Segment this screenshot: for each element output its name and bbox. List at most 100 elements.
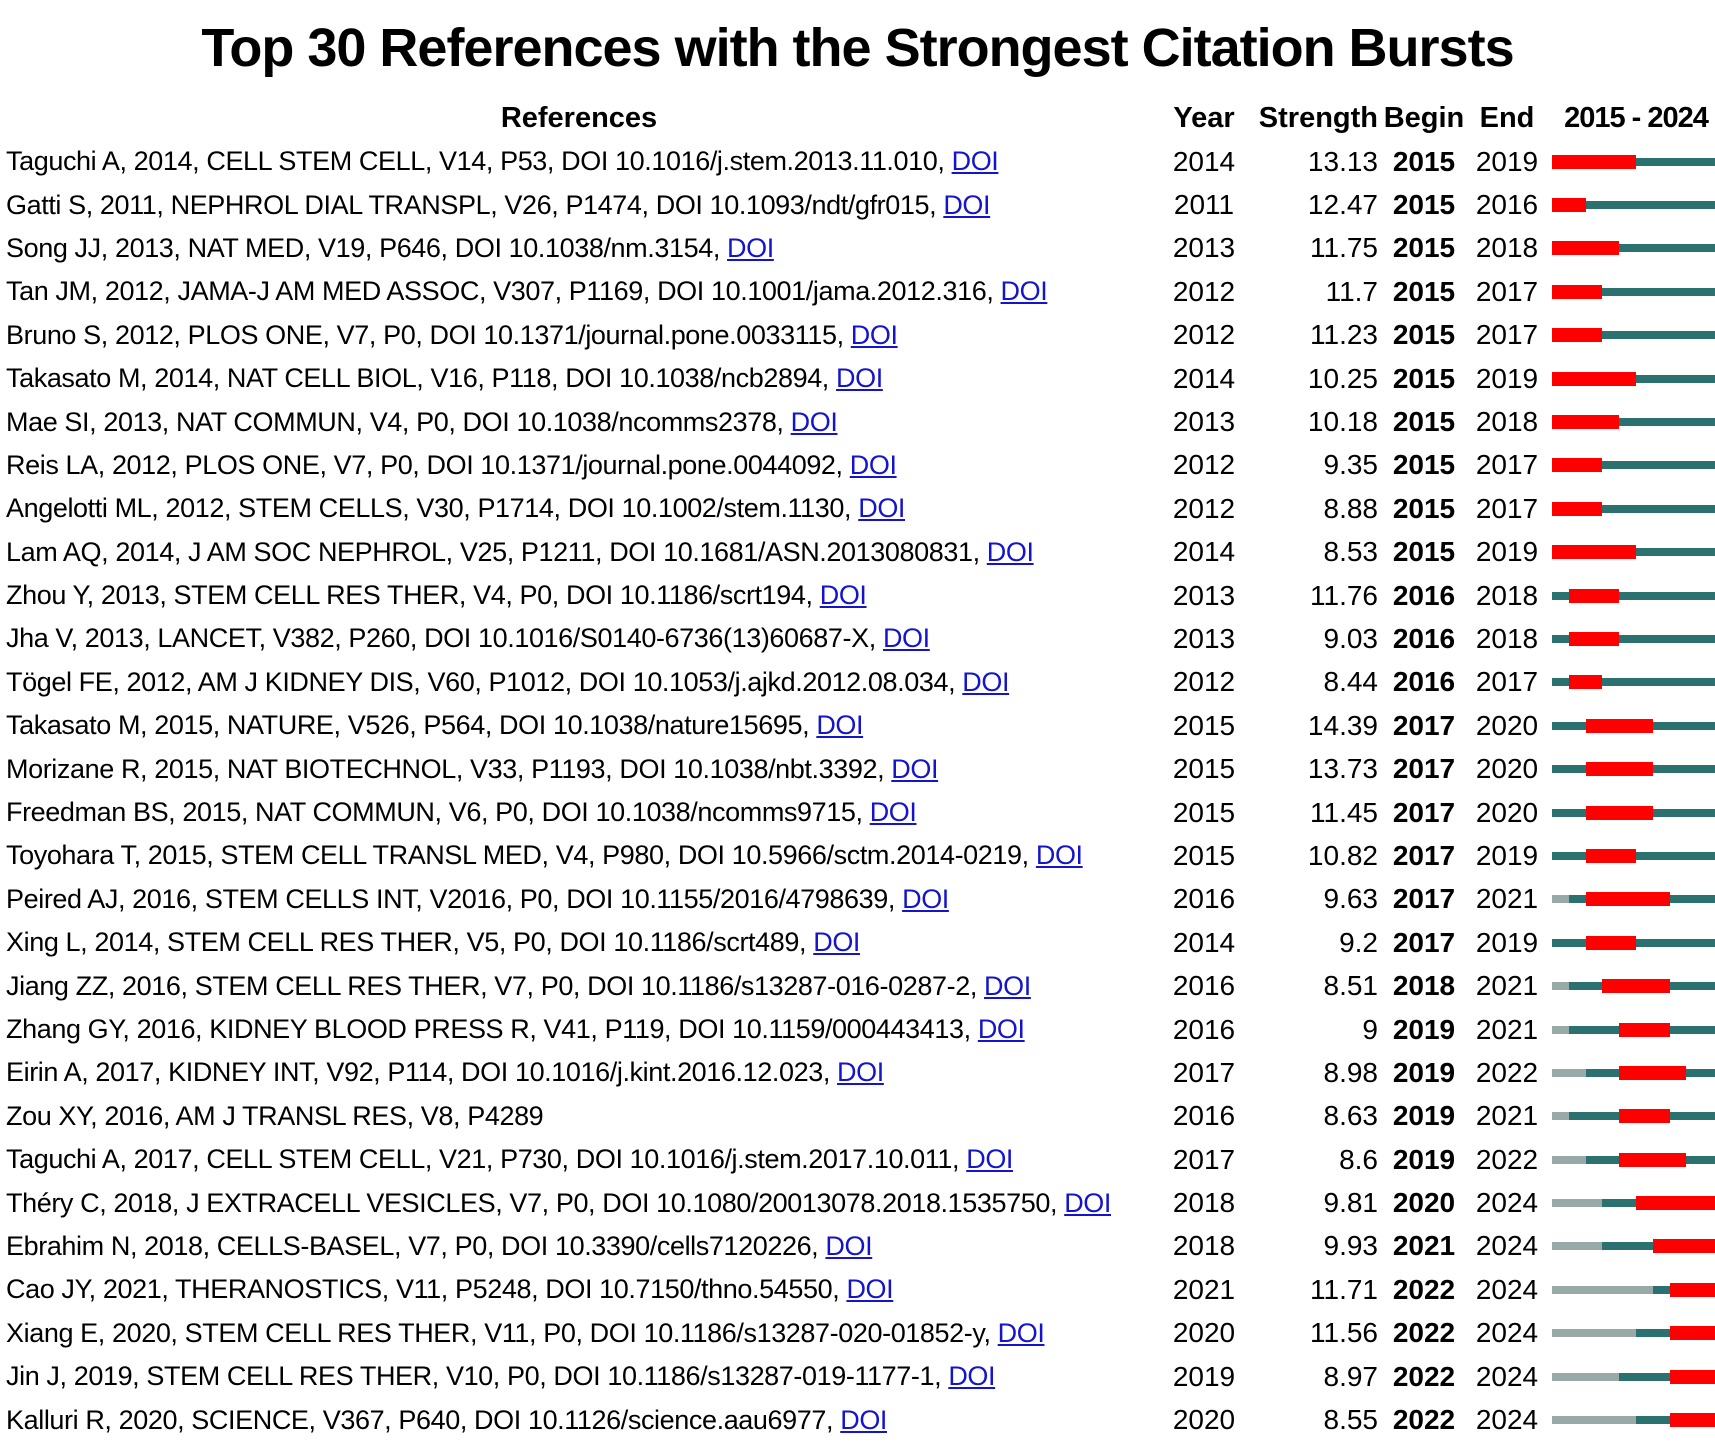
doi-link[interactable]: DOI (948, 1361, 996, 1392)
timeline-segment-burst (1568, 371, 1586, 386)
strength-cell: 11.75 (1310, 232, 1378, 264)
reference-cell: Takasato M, 2015, NATURE, V526, P564, DO… (6, 710, 1152, 741)
timeline-segment-burst (1552, 328, 1569, 343)
timeline-segment-active (1703, 1112, 1715, 1121)
timeline-segment-pre (1552, 1242, 1569, 1251)
timeline-segment-active (1703, 808, 1715, 817)
begin-cell: 2019 (1392, 1100, 1456, 1132)
timeline-segment-active (1652, 765, 1670, 774)
end-cell: 2017 (1475, 492, 1539, 524)
timeline-segment-active (1619, 201, 1636, 210)
timeline-segment-active (1703, 678, 1715, 687)
doi-link[interactable]: DOI (836, 363, 883, 394)
strength-cell: 9.93 (1323, 1230, 1379, 1262)
doi-link[interactable]: DOI (951, 146, 999, 177)
table-row: Takasato M, 2014, NAT CELL BIOL, V16, P1… (6, 357, 1715, 400)
doi-link[interactable]: DOI (902, 883, 949, 914)
reference-cell: Freedman BS, 2015, NAT COMMUN, V6, P0, D… (6, 797, 1152, 828)
timeline-segment-active (1703, 982, 1715, 991)
strength-cell: 9.2 (1339, 926, 1378, 958)
doi-link[interactable]: DOI (962, 666, 1010, 697)
doi-link[interactable]: DOI (790, 406, 838, 437)
doi-link[interactable]: DOI (986, 536, 1034, 567)
doi-link[interactable]: DOI (1035, 840, 1083, 871)
timeline-segment-active (1619, 287, 1636, 296)
doi-link[interactable]: DOI (840, 1404, 888, 1435)
burst-timeline-bar (1552, 661, 1715, 704)
timeline-segment-burst (1619, 805, 1636, 820)
timeline-segment-active (1552, 634, 1569, 643)
timeline-segment-pre (1602, 1285, 1620, 1294)
table-row: Taguchi A, 2014, CELL STEM CELL, V14, P5… (6, 140, 1715, 183)
doi-link[interactable]: DOI (816, 710, 864, 741)
table-row: Jiang ZZ, 2016, STEM CELL RES THER, V7, … (6, 964, 1715, 1007)
end-cell: 2018 (1475, 579, 1539, 611)
doi-link[interactable]: DOI (825, 1230, 873, 1261)
table-row: Song JJ, 2013, NAT MED, V19, P646, DOI 1… (6, 227, 1715, 270)
begin-cell: 2019 (1392, 1056, 1456, 1088)
timeline-segment-burst (1686, 1282, 1704, 1297)
burst-timeline-bar (1552, 531, 1715, 574)
doi-link[interactable]: DOI (984, 970, 1031, 1001)
doi-link[interactable]: DOI (858, 493, 906, 524)
doi-link[interactable]: DOI (819, 580, 867, 611)
timeline-segment-burst (1619, 848, 1636, 863)
reference-cell: Lam AQ, 2014, J AM SOC NEPHROL, V25, P12… (6, 537, 1152, 568)
doi-link[interactable]: DOI (1000, 276, 1048, 307)
year-cell: 2013 (1172, 406, 1236, 438)
doi-link[interactable]: DOI (891, 753, 939, 784)
doi-link[interactable]: DOI (869, 797, 917, 828)
reference-text: Bruno S, 2012, PLOS ONE, V7, P0, DOI 10.… (6, 319, 844, 350)
timeline-segment-burst (1669, 1369, 1687, 1384)
timeline-segment-active (1686, 895, 1704, 904)
timeline-segment-burst (1669, 1152, 1687, 1167)
timeline-segment-burst (1619, 979, 1636, 994)
doi-link[interactable]: DOI (1064, 1187, 1111, 1218)
strength-cell: 8.53 (1323, 536, 1379, 568)
doi-link[interactable]: DOI (837, 1057, 884, 1088)
timeline-segment-active (1669, 157, 1687, 166)
timeline-segment-active (1686, 1025, 1704, 1034)
timeline-segment-active (1652, 374, 1670, 383)
reference-cell: Gatti S, 2011, NEPHROL DIAL TRANSPL, V26… (6, 190, 1152, 221)
burst-timeline-bar (1552, 1051, 1715, 1094)
strength-cell: 13.73 (1307, 753, 1378, 785)
reference-cell: Xing L, 2014, STEM CELL RES THER, V5, P0… (6, 927, 1152, 958)
timeline-segment-active (1635, 331, 1653, 340)
burst-timeline-bar (1552, 574, 1715, 617)
doi-link[interactable]: DOI (846, 1274, 894, 1305)
timeline-segment-active (1703, 418, 1715, 427)
reference-text: Zhou Y, 2013, STEM CELL RES THER, V4, P0… (6, 580, 813, 611)
table-row: Angelotti ML, 2012, STEM CELLS, V30, P17… (6, 487, 1715, 530)
doi-link[interactable]: DOI (849, 449, 897, 480)
doi-link[interactable]: DOI (727, 232, 774, 263)
timeline-segment-active (1703, 1068, 1715, 1077)
timeline-segment-pre (1568, 1285, 1586, 1294)
timeline-segment-active (1703, 1155, 1715, 1164)
timeline-segment-active (1635, 938, 1653, 947)
reference-text: Taguchi A, 2014, CELL STEM CELL, V14, P5… (6, 146, 945, 177)
strength-cell: 11.71 (1310, 1273, 1378, 1305)
strength-cell: 8.44 (1323, 666, 1379, 698)
timeline-segment-active (1703, 895, 1715, 904)
doi-link[interactable]: DOI (882, 623, 930, 654)
timeline-segment-active (1669, 1112, 1687, 1121)
reference-cell: Jiang ZZ, 2016, STEM CELL RES THER, V7, … (6, 971, 1152, 1002)
strength-cell: 8.51 (1323, 970, 1379, 1002)
burst-timeline-bar (1552, 1268, 1715, 1311)
doi-link[interactable]: DOI (977, 1014, 1025, 1044)
burst-timeline-bar (1552, 1138, 1715, 1181)
reference-cell: Tögel FE, 2012, AM J KIDNEY DIS, V60, P1… (6, 667, 1152, 698)
timeline-segment-pre (1552, 982, 1569, 991)
doi-link[interactable]: DOI (943, 189, 991, 220)
timeline-segment-burst (1585, 371, 1603, 386)
doi-link[interactable]: DOI (850, 319, 898, 350)
year-cell: 2012 (1172, 275, 1236, 307)
doi-link[interactable]: DOI (997, 1317, 1045, 1348)
timeline-segment-active (1652, 244, 1670, 253)
doi-link[interactable]: DOI (813, 927, 861, 958)
timeline-segment-active (1669, 634, 1687, 643)
timeline-segment-pre (1635, 1285, 1653, 1294)
timeline-segment-active (1568, 938, 1586, 947)
doi-link[interactable]: DOI (966, 1144, 1014, 1175)
